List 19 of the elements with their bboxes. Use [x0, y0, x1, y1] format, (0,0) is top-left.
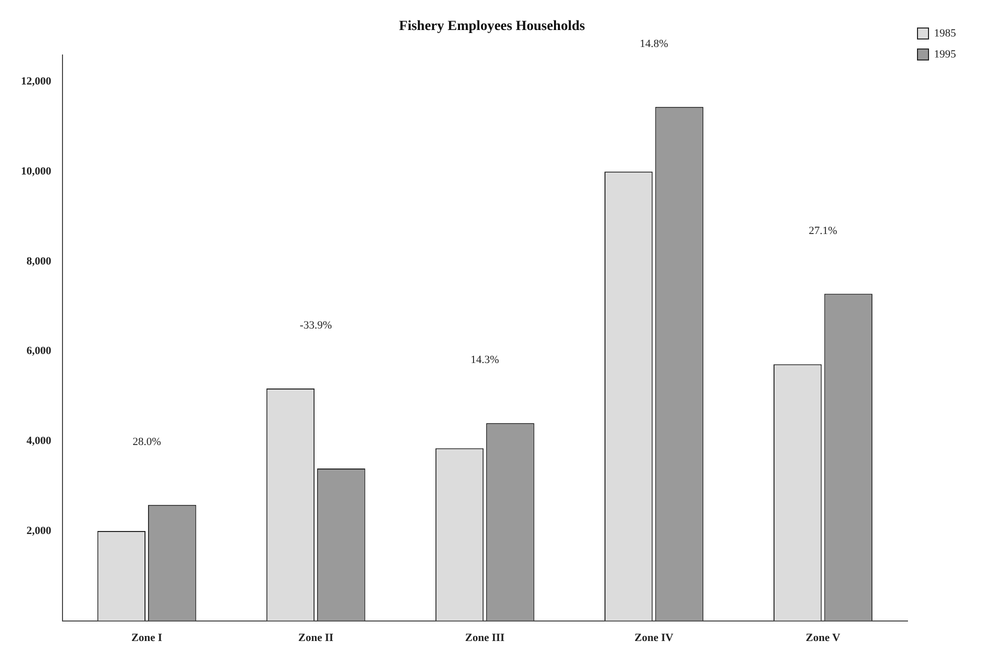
- legend-label: 1985: [934, 27, 956, 40]
- annotation: -33.9%: [300, 320, 332, 332]
- y-tick-label: 6,000: [26, 345, 52, 358]
- legend-label: 1995: [934, 48, 956, 60]
- annotation: 14.3%: [470, 354, 500, 366]
- x-tick-label: Zone III: [465, 632, 505, 644]
- text: 14.8%: [640, 38, 668, 50]
- x-tick-label: Zone I: [131, 632, 162, 644]
- y-tick-label: 2,000: [26, 524, 52, 537]
- x-tick-label: Zone V: [806, 632, 840, 644]
- annotation: 27.1%: [808, 224, 838, 237]
- y-tick-label: 10,000: [21, 165, 52, 178]
- y-tick-label: 8,000: [26, 255, 52, 268]
- y-tick-label: 12,000: [21, 76, 52, 88]
- x-tick-label: Zone IV: [634, 632, 674, 644]
- annotation: 28.0%: [132, 436, 161, 448]
- chart-title: Fishery Employees Households: [399, 19, 586, 34]
- y-tick-label: 4,000: [26, 434, 52, 447]
- x-tick-label: Zone II: [298, 632, 334, 644]
